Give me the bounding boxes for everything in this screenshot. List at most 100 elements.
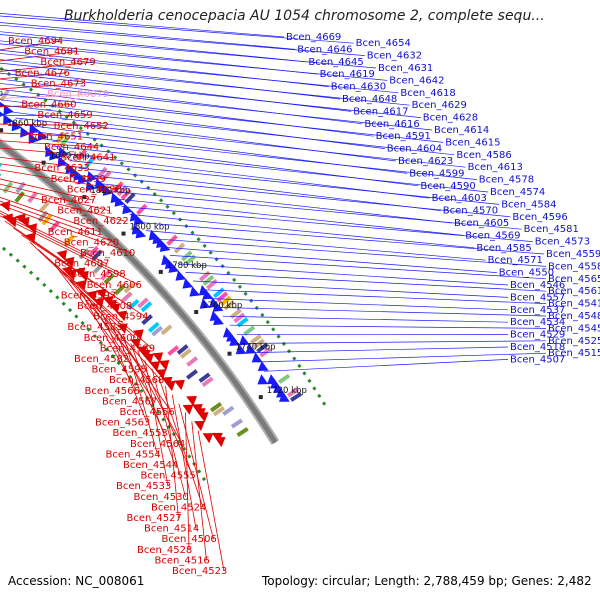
left-feature-label: Bcen_4681	[24, 47, 79, 58]
leader-line	[162, 246, 497, 273]
leader-line	[0, 183, 110, 211]
right-feature-label: Bcen_4557	[510, 292, 565, 303]
forward-gene-mark	[95, 288, 107, 300]
leader-line	[193, 280, 509, 298]
cog-colour-mark	[137, 297, 149, 309]
left-feature-label: Bcen_4594	[93, 312, 148, 323]
cog-colour-mark	[286, 387, 300, 398]
leader-line	[200, 289, 547, 304]
cog-colour-mark	[123, 282, 135, 294]
cog-colour-mark	[176, 344, 189, 355]
cog-colour-mark	[243, 325, 256, 336]
backbone-line	[0, 140, 278, 444]
left-feature-label: Bcen_4611	[48, 227, 103, 238]
leader-line	[112, 198, 464, 236]
leader-line	[104, 190, 522, 230]
forward-gene-mark	[65, 269, 76, 281]
kbp-tick	[0, 128, 4, 133]
leader-line	[0, 72, 67, 80]
left-feature-label: Bcen_4621	[57, 206, 112, 217]
leader-line	[0, 132, 80, 137]
right-feature-label: Bcen_4617	[353, 106, 408, 117]
cog-colour-mark	[212, 406, 225, 417]
cog-colour-mark	[201, 376, 214, 387]
reverse-gene-mark	[3, 114, 14, 126]
right-feature-label: Bcen_4578	[479, 175, 534, 186]
cog-colour-mark	[167, 345, 180, 356]
right-feature-label: Bcen_4534	[510, 317, 565, 328]
left-feature-label: Bcen_4523	[172, 566, 227, 577]
reverse-gene-mark	[278, 391, 290, 402]
right-feature-label: Bcen_4586	[456, 150, 511, 161]
backbone-arc	[0, 138, 280, 445]
right-feature-label: Bcen_4614	[434, 125, 489, 136]
leader-line	[264, 359, 509, 372]
leader-line	[123, 335, 158, 455]
leader-line	[191, 421, 207, 561]
right-feature-label: Bcen_4604	[387, 144, 442, 155]
leader-line	[15, 117, 466, 168]
leader-line	[0, 215, 139, 286]
kbp-tick-label: 1740 kbp	[236, 343, 276, 353]
forward-gene-mark	[197, 412, 209, 423]
reverse-gene-mark	[199, 298, 211, 309]
leader-line	[54, 264, 127, 360]
leader-line	[46, 256, 153, 349]
forward-gene-mark	[149, 361, 161, 372]
leader-line	[0, 61, 93, 72]
cog-colour-mark	[186, 369, 198, 380]
cog-colour-mark	[216, 291, 229, 303]
right-feature-label: Bcen_4546	[510, 280, 565, 291]
leader-line	[185, 412, 190, 550]
left-feature-label: Bcen_4644	[44, 142, 99, 153]
reverse-gene-mark	[251, 352, 263, 363]
left-feature-label: Bcen_4639	[51, 174, 106, 185]
right-feature-label: Bcen_4550	[499, 268, 554, 279]
left-feature-label: Bcen_4673	[31, 78, 86, 89]
right-feature-label: Bcen_4581	[524, 224, 579, 235]
left-feature-label: Bcen_4659	[37, 110, 92, 121]
kbp-tick-label: 1780 kbp	[167, 261, 207, 271]
leader-line	[0, 156, 87, 169]
leader-line	[215, 306, 547, 317]
leader-line	[0, 93, 444, 143]
right-feature-label: Bcen_4541	[548, 299, 600, 310]
forward-gene-mark	[174, 379, 185, 391]
forward-gene-mark	[158, 360, 170, 371]
right-feature-label: Bcen_4515	[548, 348, 600, 359]
topology-summary: Topology: circular; Length: 2,788,459 bp…	[262, 574, 592, 588]
cog-colour-mark	[249, 334, 262, 345]
leader-line	[129, 214, 475, 249]
cog-colour-mark	[120, 188, 132, 201]
reverse-gene-mark	[159, 241, 171, 252]
leader-line	[78, 167, 441, 211]
right-feature-label: Bcen_4569	[465, 230, 520, 241]
reverse-gene-mark	[135, 227, 147, 239]
cog-colour-mark	[87, 245, 100, 258]
leader-line	[0, 114, 90, 117]
left-feature-label: Bcen_4694	[8, 36, 63, 47]
leader-line	[0, 210, 107, 264]
forward-gene-mark	[117, 323, 128, 334]
forward-gene-mark	[56, 250, 68, 261]
right-feature-label: Bcen_4669	[286, 32, 341, 43]
leader-line	[115, 326, 183, 444]
left-feature-label: Bcen_4564	[130, 439, 185, 450]
leader-line	[171, 394, 197, 529]
leader-line	[177, 263, 509, 286]
cog-colour-mark	[219, 295, 232, 307]
leader-line	[0, 40, 318, 75]
right-feature-label: Bcen_4529	[510, 330, 565, 341]
kbp-tick	[194, 310, 199, 314]
kbp-tick-label: 1820 kbp	[90, 186, 130, 196]
right-feature-label: Bcen_4623	[398, 156, 453, 167]
left-feature-label: Bcen_4606	[87, 280, 142, 291]
left-feature-label: Bcen_4568	[109, 375, 164, 386]
right-feature-label: Bcen_4648	[342, 94, 397, 105]
leader-line	[222, 315, 509, 323]
right-feature-label: Bcen_4599	[409, 168, 464, 179]
left-feature-label: Bcen_4514	[144, 524, 199, 535]
cog-colour-mark	[236, 427, 249, 437]
kbp-tick	[227, 351, 232, 356]
reverse-gene-mark	[85, 180, 97, 192]
